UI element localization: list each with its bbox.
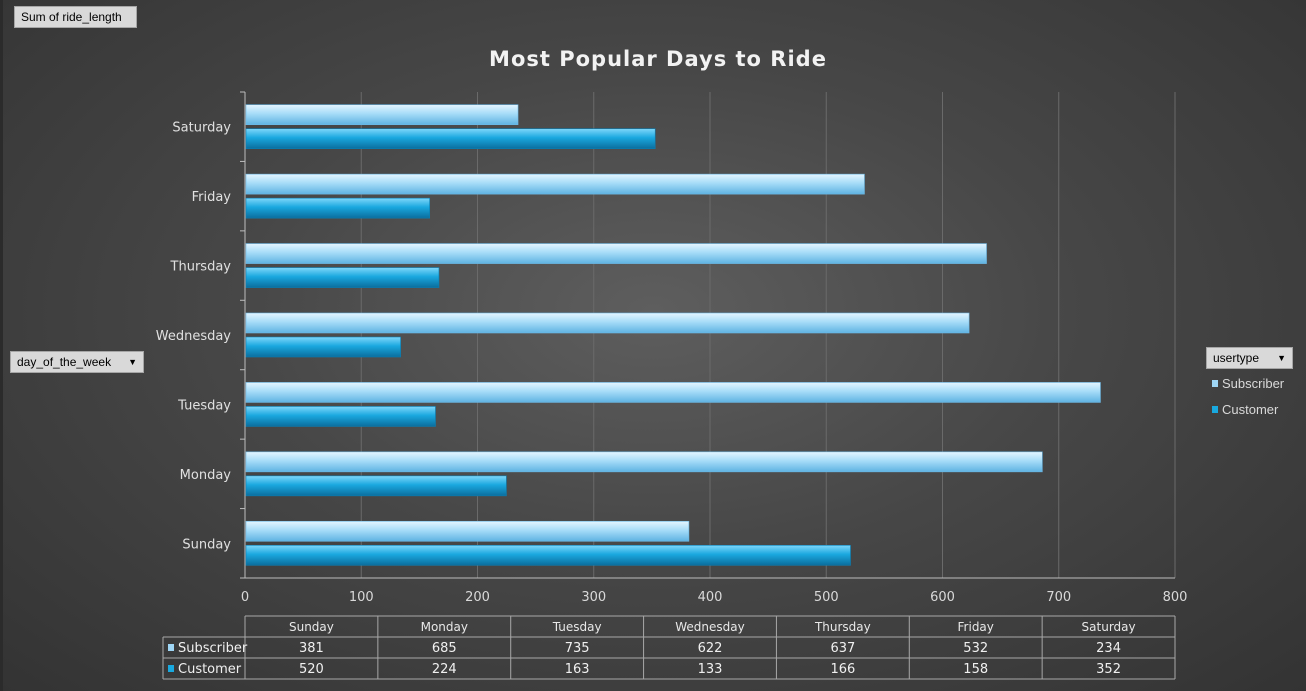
legend-item-customer: Customer	[1212, 402, 1278, 417]
x-tick-label: 500	[814, 590, 839, 605]
bar-subscriber	[245, 451, 1043, 473]
table-value-cell: 166	[830, 662, 855, 677]
legend-field-button[interactable]: usertype ▼	[1206, 347, 1293, 369]
bar-subscriber	[245, 104, 519, 126]
chart-title: Most Popular Days to Ride	[489, 47, 827, 71]
table-value-cell: 234	[1096, 641, 1121, 656]
bar-subscriber	[245, 520, 690, 542]
table-header-cell: Tuesday	[552, 620, 602, 634]
x-tick-label: 700	[1046, 590, 1071, 605]
legend-field-label: usertype	[1213, 351, 1260, 365]
bar-customer	[245, 544, 851, 566]
table-value-cell: 352	[1096, 662, 1121, 677]
data-table: Sunday Monday Tuesday Wednesday Thursday Frid…	[162, 615, 1176, 680]
bar-customer	[245, 475, 507, 497]
x-tick-label: 0	[241, 590, 249, 605]
y-category-label: Monday	[180, 468, 232, 483]
table-header-cell: Saturday	[1082, 620, 1136, 634]
table-value-cell: 532	[963, 641, 988, 656]
axis-field-label: day_of_the_week	[17, 355, 112, 369]
table-value-cell: 520	[299, 662, 324, 677]
bar-subscriber	[245, 173, 865, 195]
bar-customer	[245, 336, 401, 358]
bar-customer	[245, 128, 656, 150]
y-category-label: Thursday	[170, 260, 232, 275]
x-tick-label: 400	[698, 590, 723, 605]
y-category-label: Wednesday	[156, 329, 232, 344]
table-legend-swatch	[168, 644, 174, 651]
table-header-cell: Thursday	[814, 620, 871, 634]
table-value-cell: 685	[432, 641, 457, 656]
x-tick-label: 300	[581, 590, 606, 605]
table-value-cell: 133	[698, 662, 723, 677]
legend-swatch-subscriber	[1212, 380, 1218, 387]
window-edge	[0, 0, 3, 691]
y-category-label: Sunday	[182, 537, 231, 552]
table-value-cell: 637	[830, 641, 855, 656]
table-row-label: Customer	[178, 662, 242, 677]
y-category-label: Saturday	[172, 121, 231, 136]
x-tick-label: 200	[465, 590, 490, 605]
bar-customer	[245, 197, 430, 219]
bar-customer	[245, 406, 436, 427]
grid	[360, 92, 1176, 578]
value-field-label: Sum of ride_length	[21, 10, 122, 24]
table-value-cell: 158	[963, 662, 988, 677]
x-tick-label: 100	[349, 590, 374, 605]
legend-label-customer: Customer	[1222, 402, 1279, 417]
table-value-cell: 381	[299, 641, 324, 656]
dropdown-arrow-icon: ▼	[128, 357, 137, 367]
table-value-cell: 735	[565, 641, 590, 656]
bar-subscriber	[245, 243, 987, 264]
axis-field-button[interactable]: day_of_the_week ▼	[10, 351, 144, 373]
legend-label-subscriber: Subscriber	[1222, 376, 1285, 391]
table-value-cell: 224	[432, 662, 457, 677]
value-field-button[interactable]: Sum of ride_length	[14, 6, 137, 28]
y-category-label: Friday	[192, 190, 232, 205]
bar-subscriber	[245, 312, 970, 334]
table-row-label: Subscriber	[178, 641, 248, 656]
dropdown-arrow-icon: ▼	[1277, 353, 1286, 363]
table-legend-swatch	[168, 665, 174, 672]
bar-subscriber	[245, 382, 1101, 403]
legend-item-subscriber: Subscriber	[1212, 376, 1284, 391]
table-header-cell: Friday	[958, 620, 994, 634]
table-header-cell: Monday	[421, 620, 468, 634]
axes: 0 100 200 300 400 500 600 700 800 Sunday Monday Tue…	[156, 91, 1188, 605]
table-value-cell: 622	[698, 641, 723, 656]
table-header-cell: Wednesday	[675, 620, 744, 634]
table-value-cell: 163	[565, 662, 590, 677]
x-tick-label: 800	[1163, 590, 1188, 605]
table-header-cell: Sunday	[289, 620, 334, 634]
y-category-label: Tuesday	[177, 398, 231, 413]
bars	[245, 104, 1101, 566]
bar-customer	[245, 267, 440, 288]
x-tick-label: 600	[930, 590, 955, 605]
legend-swatch-customer	[1212, 406, 1218, 413]
